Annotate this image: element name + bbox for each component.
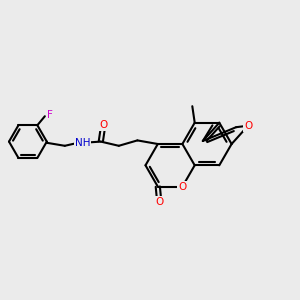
Text: O: O	[155, 197, 164, 207]
Text: O: O	[99, 120, 107, 130]
Text: O: O	[244, 121, 252, 131]
Text: F: F	[47, 110, 52, 120]
Text: NH: NH	[75, 138, 91, 148]
Text: O: O	[178, 182, 187, 192]
